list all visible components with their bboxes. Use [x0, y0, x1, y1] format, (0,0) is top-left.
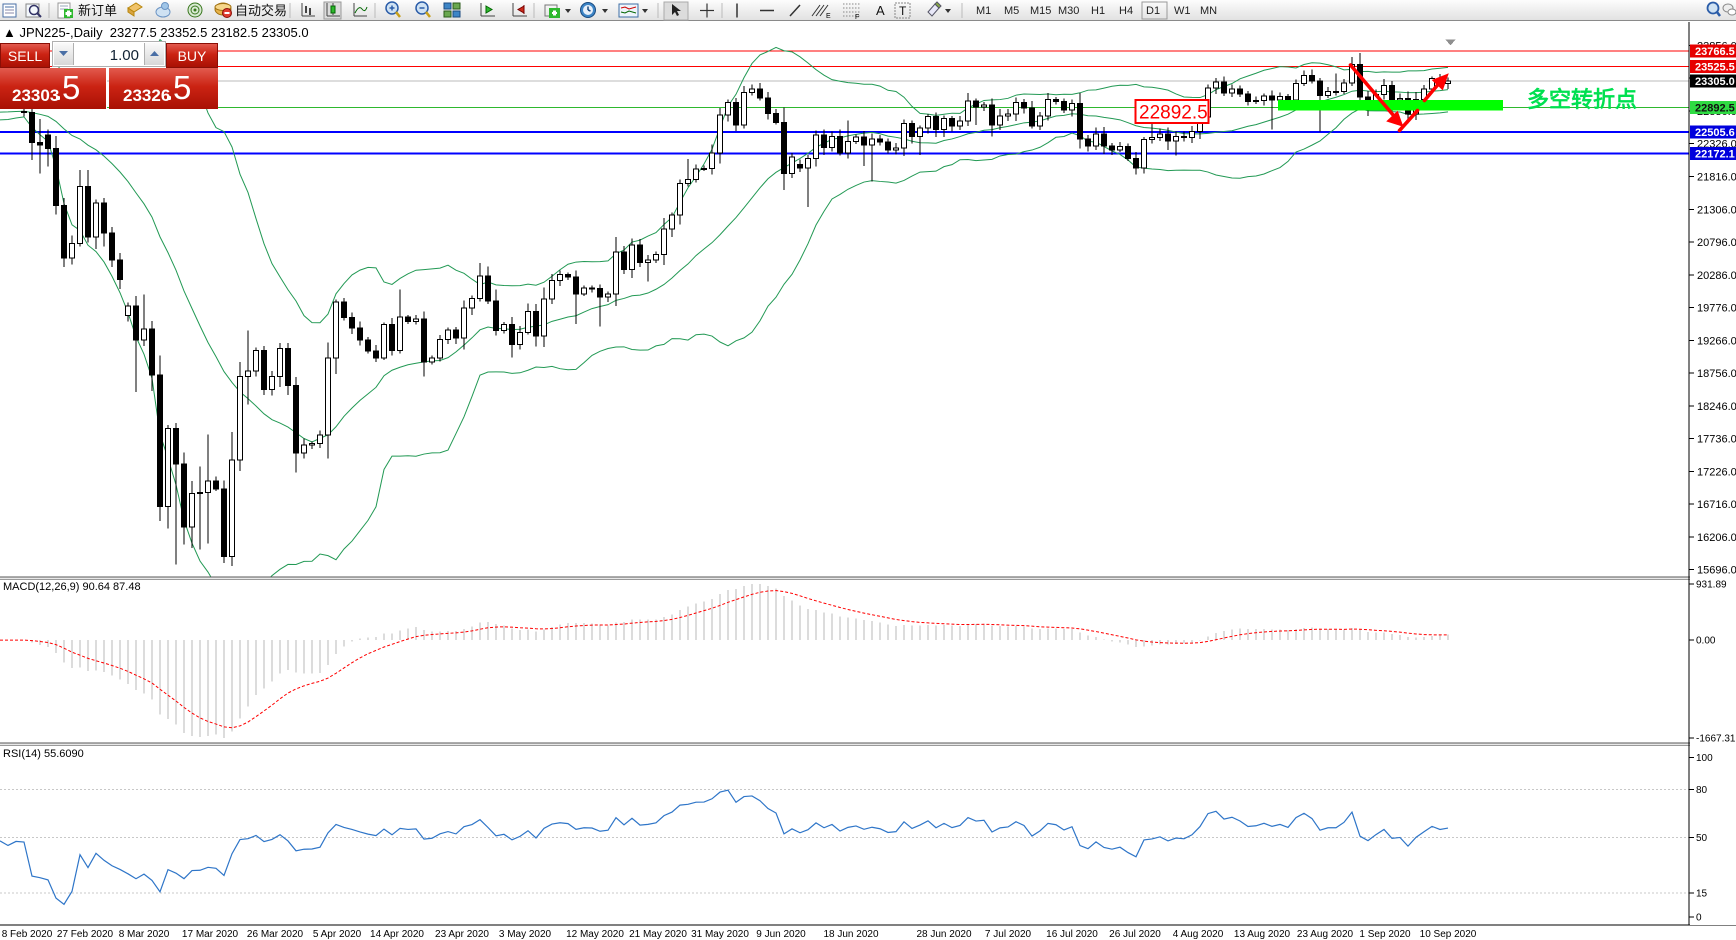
- svg-text:F: F: [855, 14, 859, 21]
- svg-text:19776.0: 19776.0: [1697, 303, 1736, 315]
- svg-text:50: 50: [1696, 833, 1708, 844]
- svg-text:D1: D1: [1146, 5, 1160, 17]
- svg-text:27 Feb 2020: 27 Feb 2020: [57, 929, 114, 940]
- svg-text:23525.5: 23525.5: [1695, 62, 1735, 74]
- svg-text:E: E: [826, 13, 831, 20]
- svg-text:20796.0: 20796.0: [1697, 237, 1736, 249]
- svg-text:▲ JPN225-,Daily 23277.5 23352: ▲ JPN225-,Daily 23277.5 23352.5 23182.5 …: [3, 25, 309, 40]
- svg-text:M5: M5: [1004, 5, 1019, 17]
- svg-text:16206.0: 16206.0: [1697, 532, 1736, 544]
- svg-text:15: 15: [1696, 889, 1708, 900]
- svg-text:22172.1: 22172.1: [1695, 149, 1735, 161]
- svg-text:M30: M30: [1058, 5, 1079, 17]
- svg-text:23766.5: 23766.5: [1695, 46, 1735, 58]
- svg-text:多空转折点: 多空转折点: [1527, 87, 1637, 112]
- svg-text:21 May 2020: 21 May 2020: [629, 929, 687, 940]
- svg-text:12 May 2020: 12 May 2020: [566, 929, 624, 940]
- svg-text:13 Aug 2020: 13 Aug 2020: [1234, 929, 1291, 940]
- svg-text:26 Jul 2020: 26 Jul 2020: [1109, 929, 1161, 940]
- svg-text:17736.0: 17736.0: [1697, 434, 1736, 446]
- svg-text:16 Jul 2020: 16 Jul 2020: [1046, 929, 1098, 940]
- svg-text:RSI(14) 55.6090: RSI(14) 55.6090: [3, 748, 84, 760]
- svg-text:22892.5: 22892.5: [1695, 102, 1735, 114]
- svg-text:1 Sep 2020: 1 Sep 2020: [1359, 929, 1411, 940]
- svg-text:M15: M15: [1030, 5, 1051, 17]
- svg-text:8 Mar 2020: 8 Mar 2020: [119, 929, 170, 940]
- svg-text:T: T: [899, 4, 907, 18]
- svg-text:5 Apr 2020: 5 Apr 2020: [313, 929, 362, 940]
- svg-text:19266.0: 19266.0: [1697, 335, 1736, 347]
- svg-text:A: A: [876, 3, 885, 18]
- svg-text:H1: H1: [1091, 5, 1105, 17]
- svg-text:0: 0: [1696, 913, 1702, 924]
- svg-text:10 Sep 2020: 10 Sep 2020: [1420, 929, 1477, 940]
- svg-text:23 Apr 2020: 23 Apr 2020: [435, 929, 489, 940]
- svg-text:16716.0: 16716.0: [1697, 499, 1736, 511]
- svg-text:8 Feb 2020: 8 Feb 2020: [2, 929, 53, 940]
- svg-text:MN: MN: [1200, 5, 1217, 17]
- svg-text:31 May 2020: 31 May 2020: [691, 929, 749, 940]
- svg-text:100: 100: [1696, 753, 1713, 764]
- svg-text:17226.0: 17226.0: [1697, 466, 1736, 478]
- svg-text:23 Aug 2020: 23 Aug 2020: [1297, 929, 1354, 940]
- svg-text:18756.0: 18756.0: [1697, 368, 1736, 380]
- svg-text:80: 80: [1696, 785, 1708, 796]
- svg-text:H4: H4: [1119, 5, 1133, 17]
- svg-text:931.89: 931.89: [1696, 580, 1727, 591]
- svg-text:15696.0: 15696.0: [1697, 565, 1736, 577]
- svg-text:4 Aug 2020: 4 Aug 2020: [1173, 929, 1224, 940]
- svg-text:22892.5: 22892.5: [1139, 103, 1208, 124]
- svg-text:自动交易: 自动交易: [235, 3, 287, 18]
- svg-text:21816.0: 21816.0: [1697, 172, 1736, 184]
- svg-text:18246.0: 18246.0: [1697, 401, 1736, 413]
- svg-text:7 Jul 2020: 7 Jul 2020: [985, 929, 1032, 940]
- svg-text:22505.6: 22505.6: [1695, 127, 1735, 139]
- svg-text:MACD(12,26,9) 90.64 87.48: MACD(12,26,9) 90.64 87.48: [3, 581, 141, 593]
- svg-text:3 May 2020: 3 May 2020: [499, 929, 552, 940]
- svg-text:W1: W1: [1174, 5, 1191, 17]
- svg-text:28 Jun 2020: 28 Jun 2020: [916, 929, 971, 940]
- svg-text:M1: M1: [976, 5, 991, 17]
- svg-text:17 Mar 2020: 17 Mar 2020: [182, 929, 239, 940]
- svg-text:23305.0: 23305.0: [1695, 76, 1735, 88]
- svg-text:9 Jun 2020: 9 Jun 2020: [756, 929, 806, 940]
- svg-text:20286.0: 20286.0: [1697, 270, 1736, 282]
- svg-text:18 Jun 2020: 18 Jun 2020: [823, 929, 878, 940]
- svg-text:新订单: 新订单: [78, 3, 117, 18]
- svg-text:26 Mar 2020: 26 Mar 2020: [247, 929, 304, 940]
- svg-text:14 Apr 2020: 14 Apr 2020: [370, 929, 424, 940]
- svg-text:-1667.31: -1667.31: [1696, 734, 1736, 745]
- svg-text:21306.0: 21306.0: [1697, 204, 1736, 216]
- svg-text:0.00: 0.00: [1696, 635, 1716, 646]
